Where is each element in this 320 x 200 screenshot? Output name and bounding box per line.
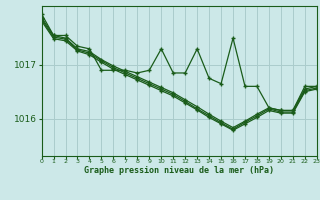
X-axis label: Graphe pression niveau de la mer (hPa): Graphe pression niveau de la mer (hPa) [84, 166, 274, 175]
